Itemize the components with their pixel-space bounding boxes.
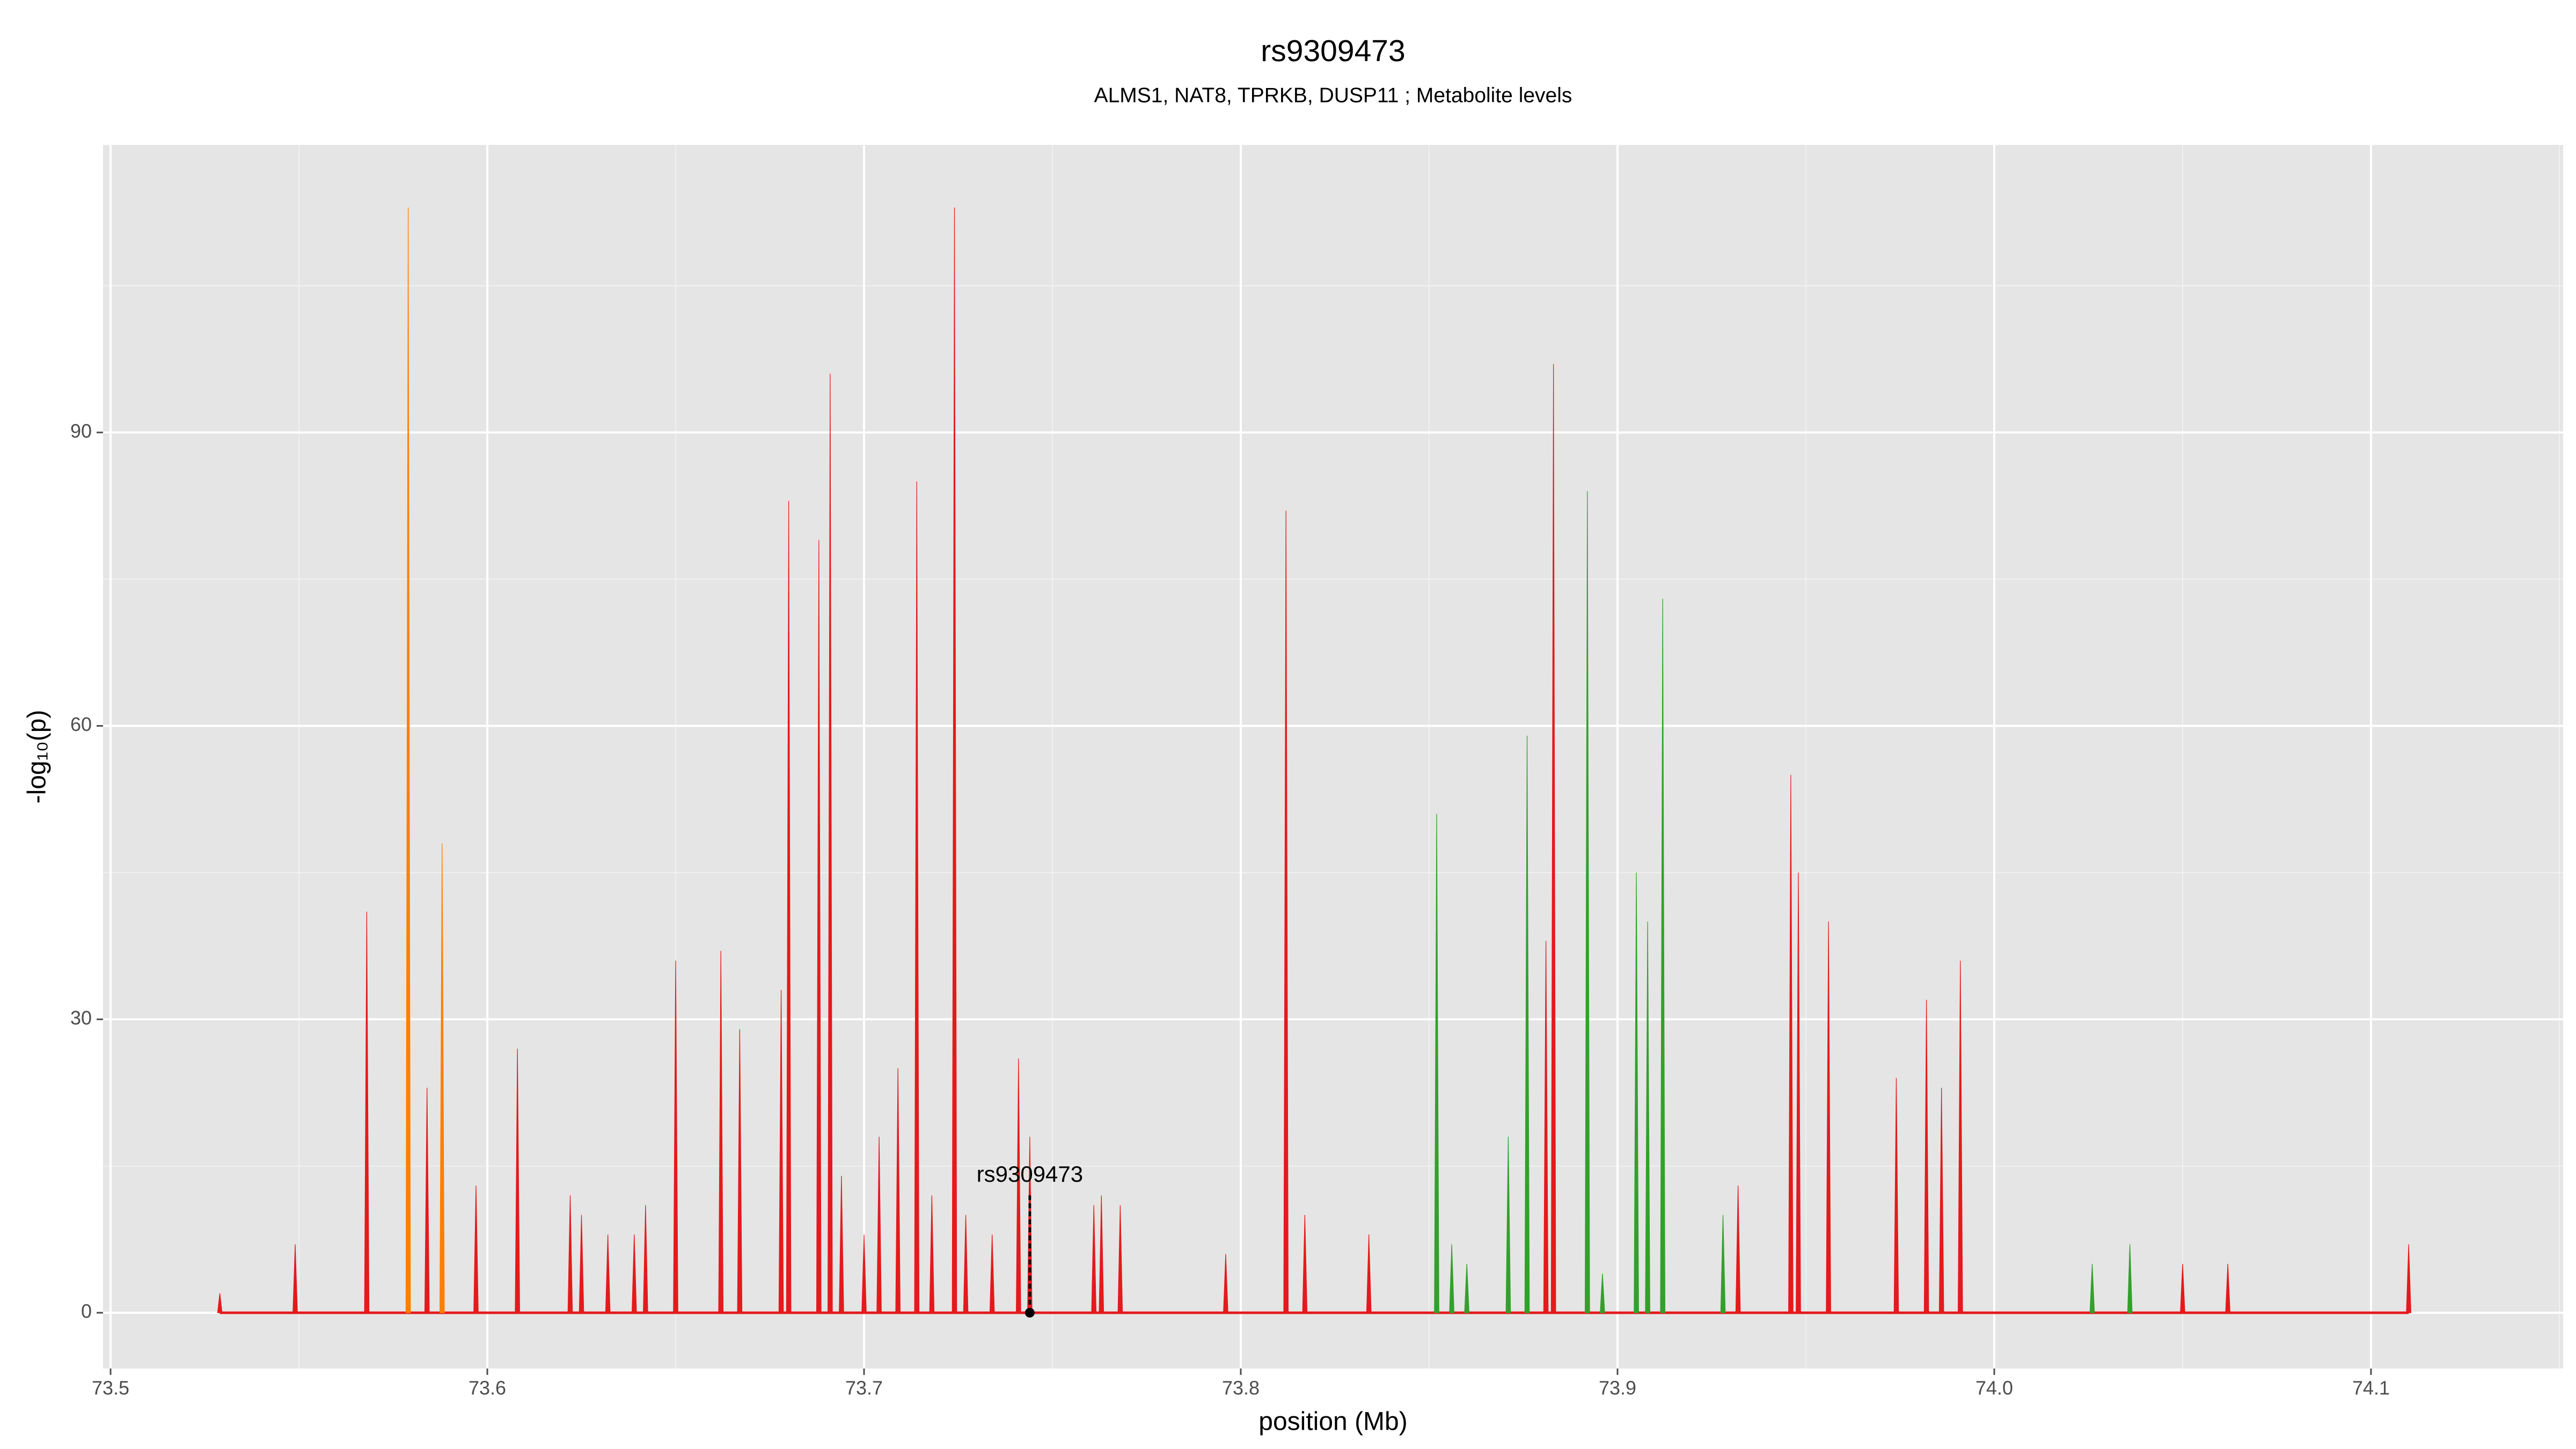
- x-axis-label: position (Mb): [1258, 1408, 1407, 1436]
- x-tick-label: 73.9: [1599, 1377, 1636, 1399]
- spike: [895, 1068, 901, 1313]
- spike: [439, 843, 445, 1313]
- x-tick-label: 74.0: [1975, 1377, 2013, 1399]
- spike: [861, 1234, 867, 1313]
- spike: [914, 481, 920, 1313]
- spike: [786, 501, 792, 1313]
- spike: [816, 540, 822, 1313]
- spike: [2127, 1244, 2133, 1313]
- spike: [1091, 1205, 1097, 1313]
- spike: [2180, 1263, 2185, 1313]
- spike: [473, 1185, 479, 1313]
- spike: [1788, 774, 1794, 1313]
- spike: [1016, 1058, 1021, 1313]
- spike: [1634, 872, 1639, 1313]
- spike: [1600, 1274, 1605, 1313]
- spike: [1550, 364, 1556, 1313]
- spike: [2089, 1263, 2095, 1313]
- spike: [963, 1214, 969, 1313]
- spike: [1366, 1234, 1372, 1313]
- y-tick-label: 0: [81, 1300, 92, 1322]
- spike: [1464, 1263, 1470, 1313]
- spike: [1660, 598, 1666, 1313]
- spike: [579, 1214, 584, 1313]
- chart-title: rs9309473: [1261, 34, 1405, 68]
- spike: [1585, 491, 1590, 1313]
- y-axis-label: -log₁₀(p): [23, 710, 52, 804]
- spike: [673, 960, 678, 1313]
- spike: [1796, 872, 1801, 1313]
- spike: [952, 207, 957, 1313]
- annotation-point: [1024, 1308, 1035, 1318]
- spike: [643, 1205, 648, 1313]
- spike: [1434, 814, 1439, 1313]
- spike: [2225, 1263, 2231, 1313]
- spike: [1283, 510, 1289, 1313]
- x-tick-label: 73.6: [469, 1377, 506, 1399]
- spike: [1923, 999, 1929, 1313]
- spike: [1893, 1078, 1899, 1313]
- y-tick-label: 30: [70, 1007, 92, 1029]
- spike: [1302, 1214, 1308, 1313]
- spike: [405, 207, 411, 1313]
- spike: [1720, 1214, 1726, 1313]
- y-tick-label: 90: [70, 420, 92, 442]
- spike: [567, 1195, 573, 1313]
- plot-background: [103, 145, 2563, 1368]
- spike: [605, 1234, 611, 1313]
- spike: [1826, 921, 1831, 1313]
- spike: [737, 1029, 743, 1313]
- spike: [1117, 1205, 1123, 1313]
- x-tick-label: 73.8: [1222, 1377, 1260, 1399]
- spike: [1505, 1137, 1511, 1313]
- spike: [929, 1195, 935, 1313]
- x-tick-label: 73.5: [92, 1377, 129, 1399]
- spike: [217, 1293, 223, 1313]
- y-tick-label: 60: [70, 713, 92, 735]
- spike: [1938, 1087, 1944, 1313]
- spike: [292, 1244, 298, 1313]
- spike: [1223, 1254, 1228, 1313]
- spike: [876, 1137, 882, 1313]
- spike: [1543, 941, 1549, 1313]
- x-tick-label: 73.7: [845, 1377, 883, 1399]
- chart-subtitle: ALMS1, NAT8, TPRKB, DUSP11 ; Metabolite …: [1094, 84, 1572, 107]
- spike: [718, 950, 724, 1313]
- spike: [1958, 960, 1963, 1313]
- x-tick-label: 74.1: [2352, 1377, 2390, 1399]
- spike: [1735, 1185, 1741, 1313]
- spike: [989, 1234, 995, 1313]
- spike: [1099, 1195, 1104, 1313]
- spike: [1524, 735, 1530, 1313]
- spike: [778, 990, 784, 1313]
- spike: [1645, 921, 1650, 1313]
- spike: [839, 1175, 844, 1313]
- spike: [364, 911, 370, 1313]
- spike: [424, 1087, 430, 1313]
- spike: [828, 374, 833, 1313]
- spike: [631, 1234, 637, 1313]
- annotation-label: rs9309473: [977, 1161, 1084, 1187]
- spike: [1449, 1244, 1454, 1313]
- spike: [2406, 1244, 2412, 1313]
- spike: [515, 1049, 520, 1313]
